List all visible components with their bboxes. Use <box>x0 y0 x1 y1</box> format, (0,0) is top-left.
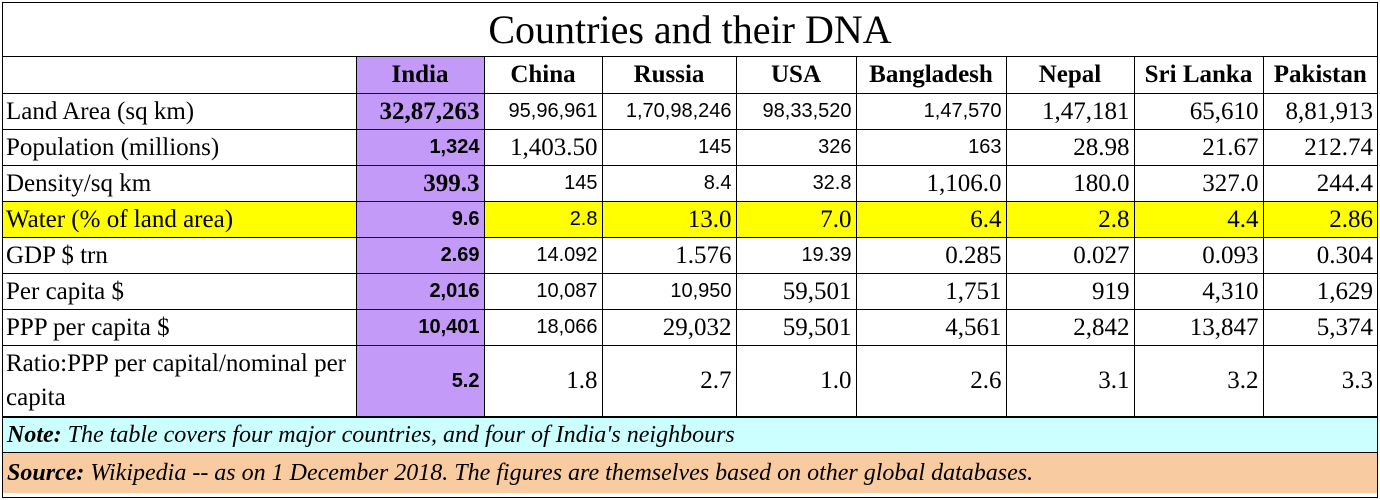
cell-bangladesh: 6.4 <box>855 201 1007 238</box>
column-header-usa: USA <box>735 57 857 94</box>
cell-china: 145 <box>483 165 603 202</box>
data-table: India China Russia USA Bangladesh Nepal … <box>3 57 1377 417</box>
cell-nepal: 1,47,181 <box>1005 93 1135 130</box>
cell-bangladesh: 163 <box>855 129 1007 166</box>
table-row-density: Density/sq km 399.3 145 8.4 32.8 1,106.0… <box>3 165 1377 202</box>
note-bar: Note: The table covers four major countr… <box>3 417 1377 453</box>
row-label: PPP per capita $ <box>3 309 357 346</box>
column-header-pakistan: Pakistan <box>1262 57 1377 94</box>
cell-nepal: 2,842 <box>1005 309 1135 346</box>
cell-india: 5.2 <box>355 345 485 417</box>
table-row-ppp-per-capita: PPP per capita $ 10,401 18,066 29,032 59… <box>3 309 1377 346</box>
source-prefix: Source: <box>7 460 85 486</box>
cell-china: 10,087 <box>483 273 603 310</box>
cell-bangladesh: 1,751 <box>855 273 1007 310</box>
cell-usa: 59,501 <box>735 309 857 346</box>
cell-nepal: 180.0 <box>1005 165 1135 202</box>
cell-usa: 19.39 <box>735 237 857 274</box>
cell-nepal: 28.98 <box>1005 129 1135 166</box>
cell-nepal: 3.1 <box>1005 345 1135 417</box>
row-label: Water (% of land area) <box>3 201 357 238</box>
cell-india: 2.69 <box>355 237 485 274</box>
cell-pakistan: 2.86 <box>1262 201 1377 238</box>
cell-usa: 59,501 <box>735 273 857 310</box>
cell-sri-lanka: 21.67 <box>1133 129 1264 166</box>
cell-usa: 326 <box>735 129 857 166</box>
cell-russia: 10,950 <box>601 273 737 310</box>
cell-russia: 1,70,98,246 <box>601 93 737 130</box>
table-row-land-area: Land Area (sq km) 32,87,263 95,96,961 1,… <box>3 93 1377 130</box>
cell-usa: 32.8 <box>735 165 857 202</box>
cell-china: 1,403.50 <box>483 129 603 166</box>
cell-pakistan: 5,374 <box>1262 309 1377 346</box>
table-row-ppp-ratio: Ratio:PPP per capital/nominal per capita… <box>3 345 1377 417</box>
cell-sri-lanka: 65,610 <box>1133 93 1264 130</box>
cell-russia: 8.4 <box>601 165 737 202</box>
cell-russia: 2.7 <box>601 345 737 417</box>
column-header-bangladesh: Bangladesh <box>855 57 1007 94</box>
cell-pakistan: 8,81,913 <box>1262 93 1377 130</box>
cell-sri-lanka: 3.2 <box>1133 345 1264 417</box>
table-row-gdp: GDP $ trn 2.69 14.092 1.576 19.39 0.285 … <box>3 237 1377 274</box>
cell-bangladesh: 2.6 <box>855 345 1007 417</box>
row-label: Land Area (sq km) <box>3 93 357 130</box>
cell-sri-lanka: 4.4 <box>1133 201 1264 238</box>
cell-china: 14.092 <box>483 237 603 274</box>
cell-india: 10,401 <box>355 309 485 346</box>
row-label: Per capita $ <box>3 273 357 310</box>
cell-nepal: 2.8 <box>1005 201 1135 238</box>
column-header-nepal: Nepal <box>1005 57 1135 94</box>
cell-india: 399.3 <box>355 165 485 202</box>
cell-bangladesh: 4,561 <box>855 309 1007 346</box>
cell-pakistan: 3.3 <box>1262 345 1377 417</box>
column-header-russia: Russia <box>601 57 737 94</box>
cell-india: 1,324 <box>355 129 485 166</box>
cell-china: 95,96,961 <box>483 93 603 130</box>
header-blank <box>3 57 357 94</box>
cell-usa: 7.0 <box>735 201 857 238</box>
cell-china: 18,066 <box>483 309 603 346</box>
cell-pakistan: 1,629 <box>1262 273 1377 310</box>
cell-nepal: 0.027 <box>1005 237 1135 274</box>
row-label: Population (millions) <box>3 129 357 166</box>
table-title: Countries and their DNA <box>3 3 1377 57</box>
cell-china: 1.8 <box>483 345 603 417</box>
cell-pakistan: 212.74 <box>1262 129 1377 166</box>
source-text: Wikipedia -- as on 1 December 2018. The … <box>84 460 1034 486</box>
cell-russia: 1.576 <box>601 237 737 274</box>
cell-russia: 29,032 <box>601 309 737 346</box>
cell-china: 2.8 <box>483 201 603 238</box>
table-row-water: Water (% of land area) 9.6 2.8 13.0 7.0 … <box>3 201 1377 238</box>
table-row-per-capita: Per capita $ 2,016 10,087 10,950 59,501 … <box>3 273 1377 310</box>
column-header-india: India <box>355 57 485 94</box>
cell-sri-lanka: 327.0 <box>1133 165 1264 202</box>
column-header-sri-lanka: Sri Lanka <box>1133 57 1264 94</box>
cell-pakistan: 0.304 <box>1262 237 1377 274</box>
cell-usa: 1.0 <box>735 345 857 417</box>
cell-nepal: 919 <box>1005 273 1135 310</box>
cell-india: 2,016 <box>355 273 485 310</box>
column-header-china: China <box>483 57 603 94</box>
cell-bangladesh: 1,106.0 <box>855 165 1007 202</box>
row-label: Ratio:PPP per capital/nominal per capita <box>3 345 357 417</box>
cell-russia: 145 <box>601 129 737 166</box>
note-text: The table covers four major countries, a… <box>61 422 735 448</box>
cell-sri-lanka: 0.093 <box>1133 237 1264 274</box>
cell-bangladesh: 1,47,570 <box>855 93 1007 130</box>
cell-sri-lanka: 13,847 <box>1133 309 1264 346</box>
cell-usa: 98,33,520 <box>735 93 857 130</box>
row-label: GDP $ trn <box>3 237 357 274</box>
note-prefix: Note: <box>7 422 62 448</box>
header-row: India China Russia USA Bangladesh Nepal … <box>3 57 1377 94</box>
cell-pakistan: 244.4 <box>1262 165 1377 202</box>
cell-india: 32,87,263 <box>355 93 485 130</box>
cell-russia: 13.0 <box>601 201 737 238</box>
source-bar: Source: Wikipedia -- as on 1 December 20… <box>3 453 1377 493</box>
cell-bangladesh: 0.285 <box>855 237 1007 274</box>
cell-india: 9.6 <box>355 201 485 238</box>
cell-sri-lanka: 4,310 <box>1133 273 1264 310</box>
row-label: Density/sq km <box>3 165 357 202</box>
table-row-population: Population (millions) 1,324 1,403.50 145… <box>3 129 1377 166</box>
